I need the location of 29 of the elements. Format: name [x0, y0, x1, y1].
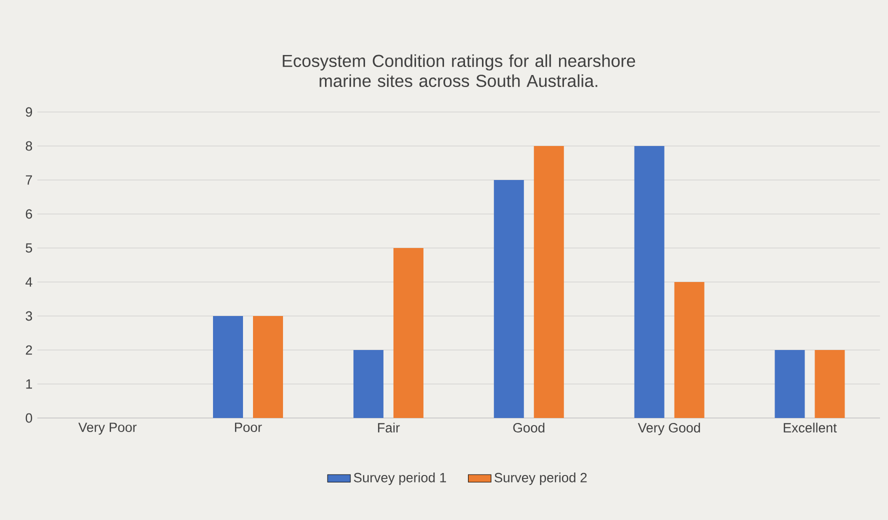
bar: [213, 316, 244, 418]
y-tick-label: 6: [26, 209, 32, 219]
x-tick-label: Very Good: [638, 422, 700, 436]
x-tick-label: Fair: [378, 422, 400, 432]
bar: [674, 282, 704, 418]
bar: [814, 350, 845, 418]
bar: [634, 146, 664, 418]
legend-label: Survey period 2: [494, 472, 587, 485]
legend-label: Survey period 1: [354, 472, 446, 485]
bar: [393, 248, 424, 418]
y-tick-label: 5: [26, 243, 32, 253]
bar: [494, 180, 524, 418]
x-tick-label: Good: [513, 422, 544, 432]
bar: [253, 316, 284, 418]
y-tick-label: 9: [26, 107, 32, 117]
chart-title: Ecosystem Condition ratings for all nearshore marine sites across South Australia.: [282, 54, 636, 88]
x-tick-label: Very Poor: [78, 422, 137, 435]
y-tick-label: 4: [26, 277, 32, 287]
bar: [353, 350, 384, 418]
y-tick-label: 3: [26, 311, 32, 321]
x-tick-label: Excellent: [784, 422, 837, 432]
y-tick-label: 2: [26, 345, 32, 355]
y-tick-label: 1: [26, 379, 32, 389]
bar: [534, 146, 564, 418]
y-tick-label: 0: [26, 413, 32, 423]
x-tick-label: Poor: [235, 422, 262, 432]
y-tick-label: 7: [26, 175, 32, 185]
y-tick-label: 8: [26, 141, 32, 151]
bar: [774, 350, 805, 418]
